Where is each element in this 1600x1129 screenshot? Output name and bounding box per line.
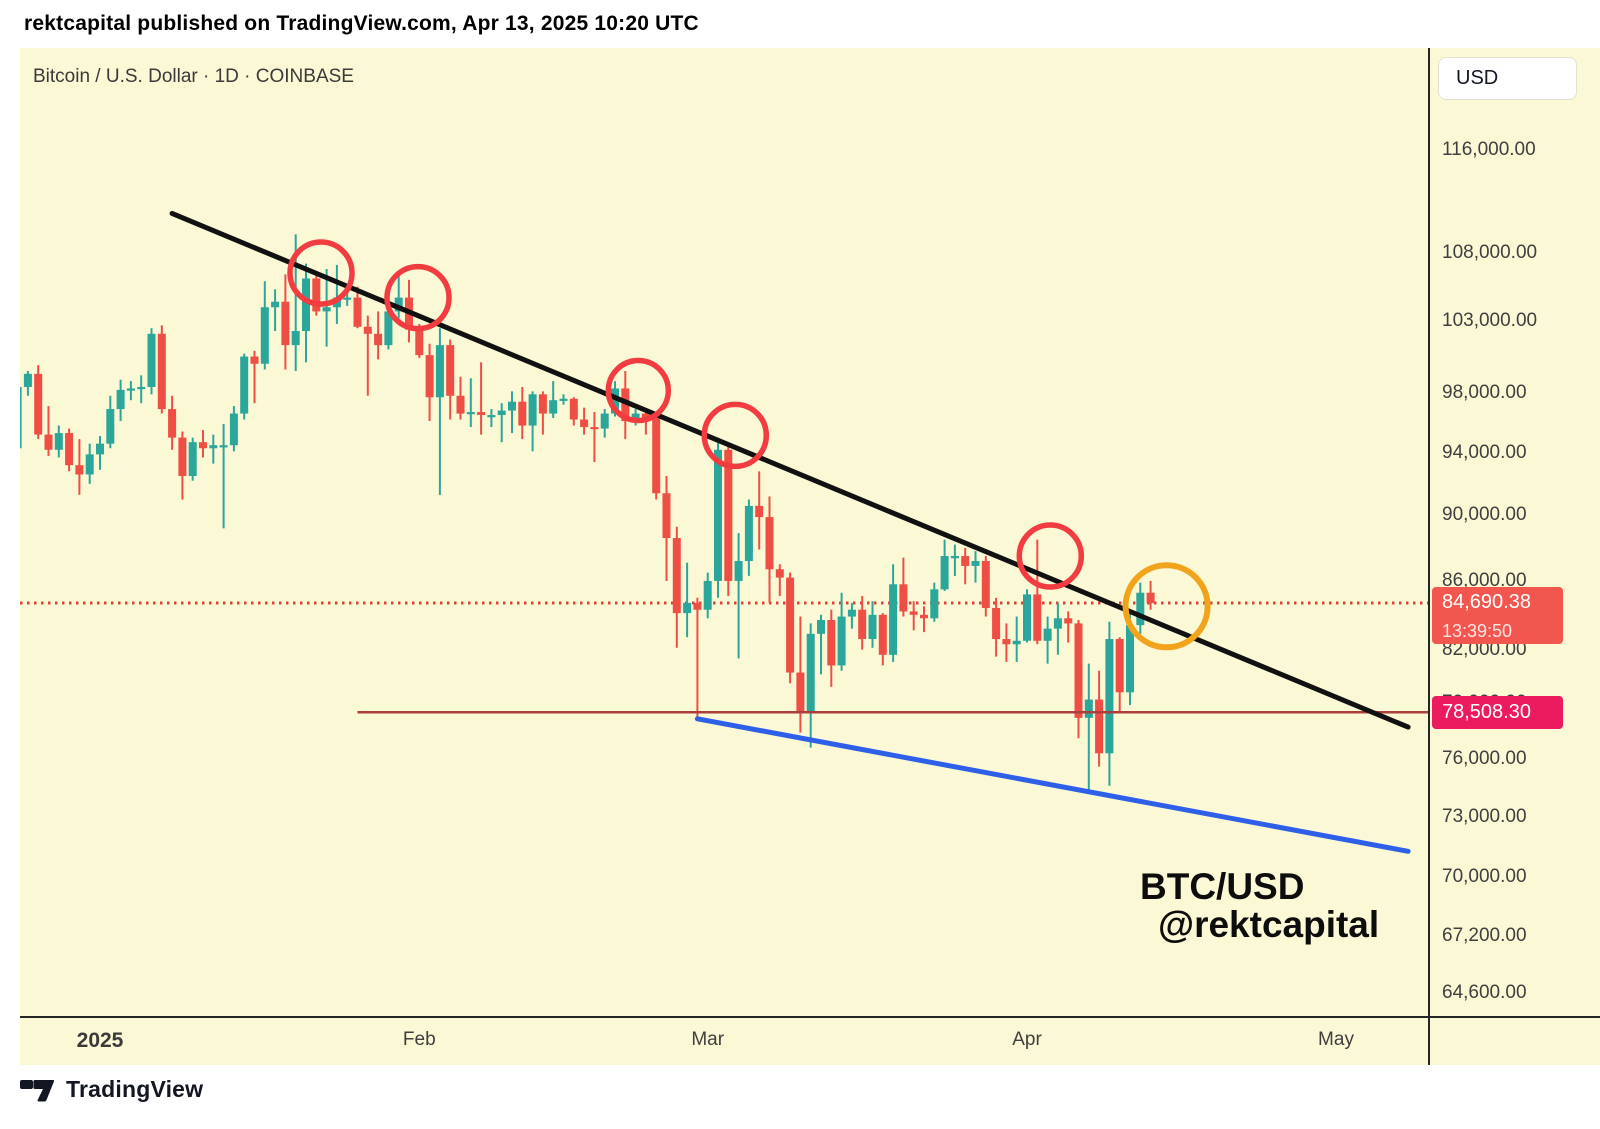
footer: TradingView — [0, 1065, 1600, 1129]
time-tick-label: Feb — [402, 1029, 436, 1050]
red-annotation-circle[interactable] — [287, 239, 355, 307]
level-price-value: 78,508.30 — [1442, 701, 1531, 724]
price-tick-label: 90,000.00 — [1442, 504, 1527, 526]
price-tick-label: 64,600.00 — [1442, 982, 1527, 1003]
price-tick-label: 86,000.00 — [1442, 569, 1527, 591]
red-annotation-circle[interactable] — [605, 357, 672, 424]
price-tick-label: 98,000.00 — [1442, 381, 1527, 403]
watermark-symbol: BTC/USD — [1140, 866, 1305, 907]
symbol-title: Bitcoin / U.S. Dollar · 1D · COINBASE — [33, 66, 354, 87]
orange-annotation-circle[interactable] — [1122, 562, 1211, 651]
level-price-badge: 78,508.30 — [1432, 696, 1563, 730]
time-tick-label: Mar — [691, 1029, 725, 1050]
downtrend-line[interactable] — [169, 210, 1411, 730]
price-tick-label: 67,200.00 — [1442, 925, 1527, 947]
price-tick-label: 103,000.00 — [1442, 310, 1538, 332]
red-annotation-circle[interactable] — [384, 263, 452, 332]
price-tick-label: 94,000.00 — [1442, 441, 1527, 463]
tradingview-logo-icon — [20, 1075, 56, 1103]
price-tick-label: 73,000.00 — [1442, 805, 1527, 827]
currency-usd-label: USD — [1456, 67, 1499, 89]
publish-text: rektcapital published on TradingView.com… — [24, 12, 699, 35]
last-price-value: 84,690.38 — [1442, 591, 1531, 614]
time-axis[interactable]: 2025 Feb Mar Apr May — [20, 1017, 1600, 1065]
price-tick-label: 108,000.00 — [1442, 241, 1538, 263]
currency-usd-button[interactable]: USD — [1438, 57, 1577, 100]
time-tick-label: May — [1318, 1029, 1354, 1050]
time-tick-label: Apr — [1012, 1029, 1042, 1050]
price-tick-label: 76,000.00 — [1442, 747, 1527, 769]
red-annotation-circle[interactable] — [1016, 522, 1085, 590]
bar-countdown: 13:39:50 — [1442, 621, 1513, 642]
chart-surface[interactable] — [20, 48, 1600, 1065]
watermark-handle: @rektcapital — [1158, 904, 1380, 945]
price-axis[interactable]: 116,000.00 108,000.00 103,000.00 98,000.00 9… — [1430, 48, 1600, 1017]
price-tick-label: 70,000.00 — [1442, 866, 1527, 888]
time-tick-label: 2025 — [76, 1029, 124, 1052]
candles[interactable] — [14, 234, 1155, 790]
price-tick-label: 116,000.00 — [1442, 139, 1536, 160]
last-price-badge: 84,690.38 13:39:50 — [1432, 587, 1563, 645]
tradingview-brand-text: TradingView — [66, 1075, 204, 1102]
plot-area[interactable] — [14, 210, 1429, 854]
red-annotation-circle[interactable] — [701, 401, 770, 470]
publish-header: rektcapital published on TradingView.com… — [0, 0, 1600, 48]
support-trendline[interactable] — [694, 716, 1411, 854]
tradingview-link[interactable]: TradingView — [20, 1075, 203, 1103]
